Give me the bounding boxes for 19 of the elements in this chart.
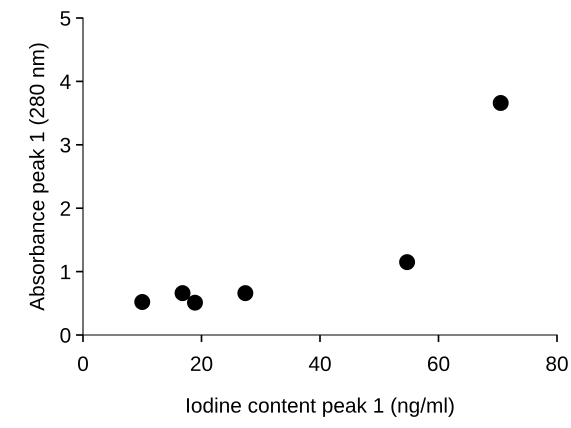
y-tick-label: 3 [60, 138, 70, 153]
y-tick-label: 0 [60, 328, 70, 343]
point [237, 285, 254, 302]
y-tick-label: 4 [60, 74, 71, 89]
y-tick-label: 5 [60, 11, 70, 26]
x-tick-label: 40 [308, 356, 331, 372]
point [187, 294, 203, 311]
y-axis-title: Absorbance peak 1 (280 nm) [29, 43, 48, 311]
x-tick-label: 0 [78, 356, 88, 372]
y-tick-label: 2 [60, 201, 70, 216]
y-tick-label: 1 [61, 264, 70, 280]
point [492, 94, 509, 111]
x-tick-label: 80 [546, 356, 568, 372]
point [134, 294, 150, 310]
point [174, 285, 191, 302]
point [399, 254, 416, 270]
x-tick-label: 20 [190, 356, 212, 372]
x-axis-title: Iodine content peak 1 (ng/ml) [187, 397, 454, 417]
x-tick-label: 60 [428, 356, 450, 372]
